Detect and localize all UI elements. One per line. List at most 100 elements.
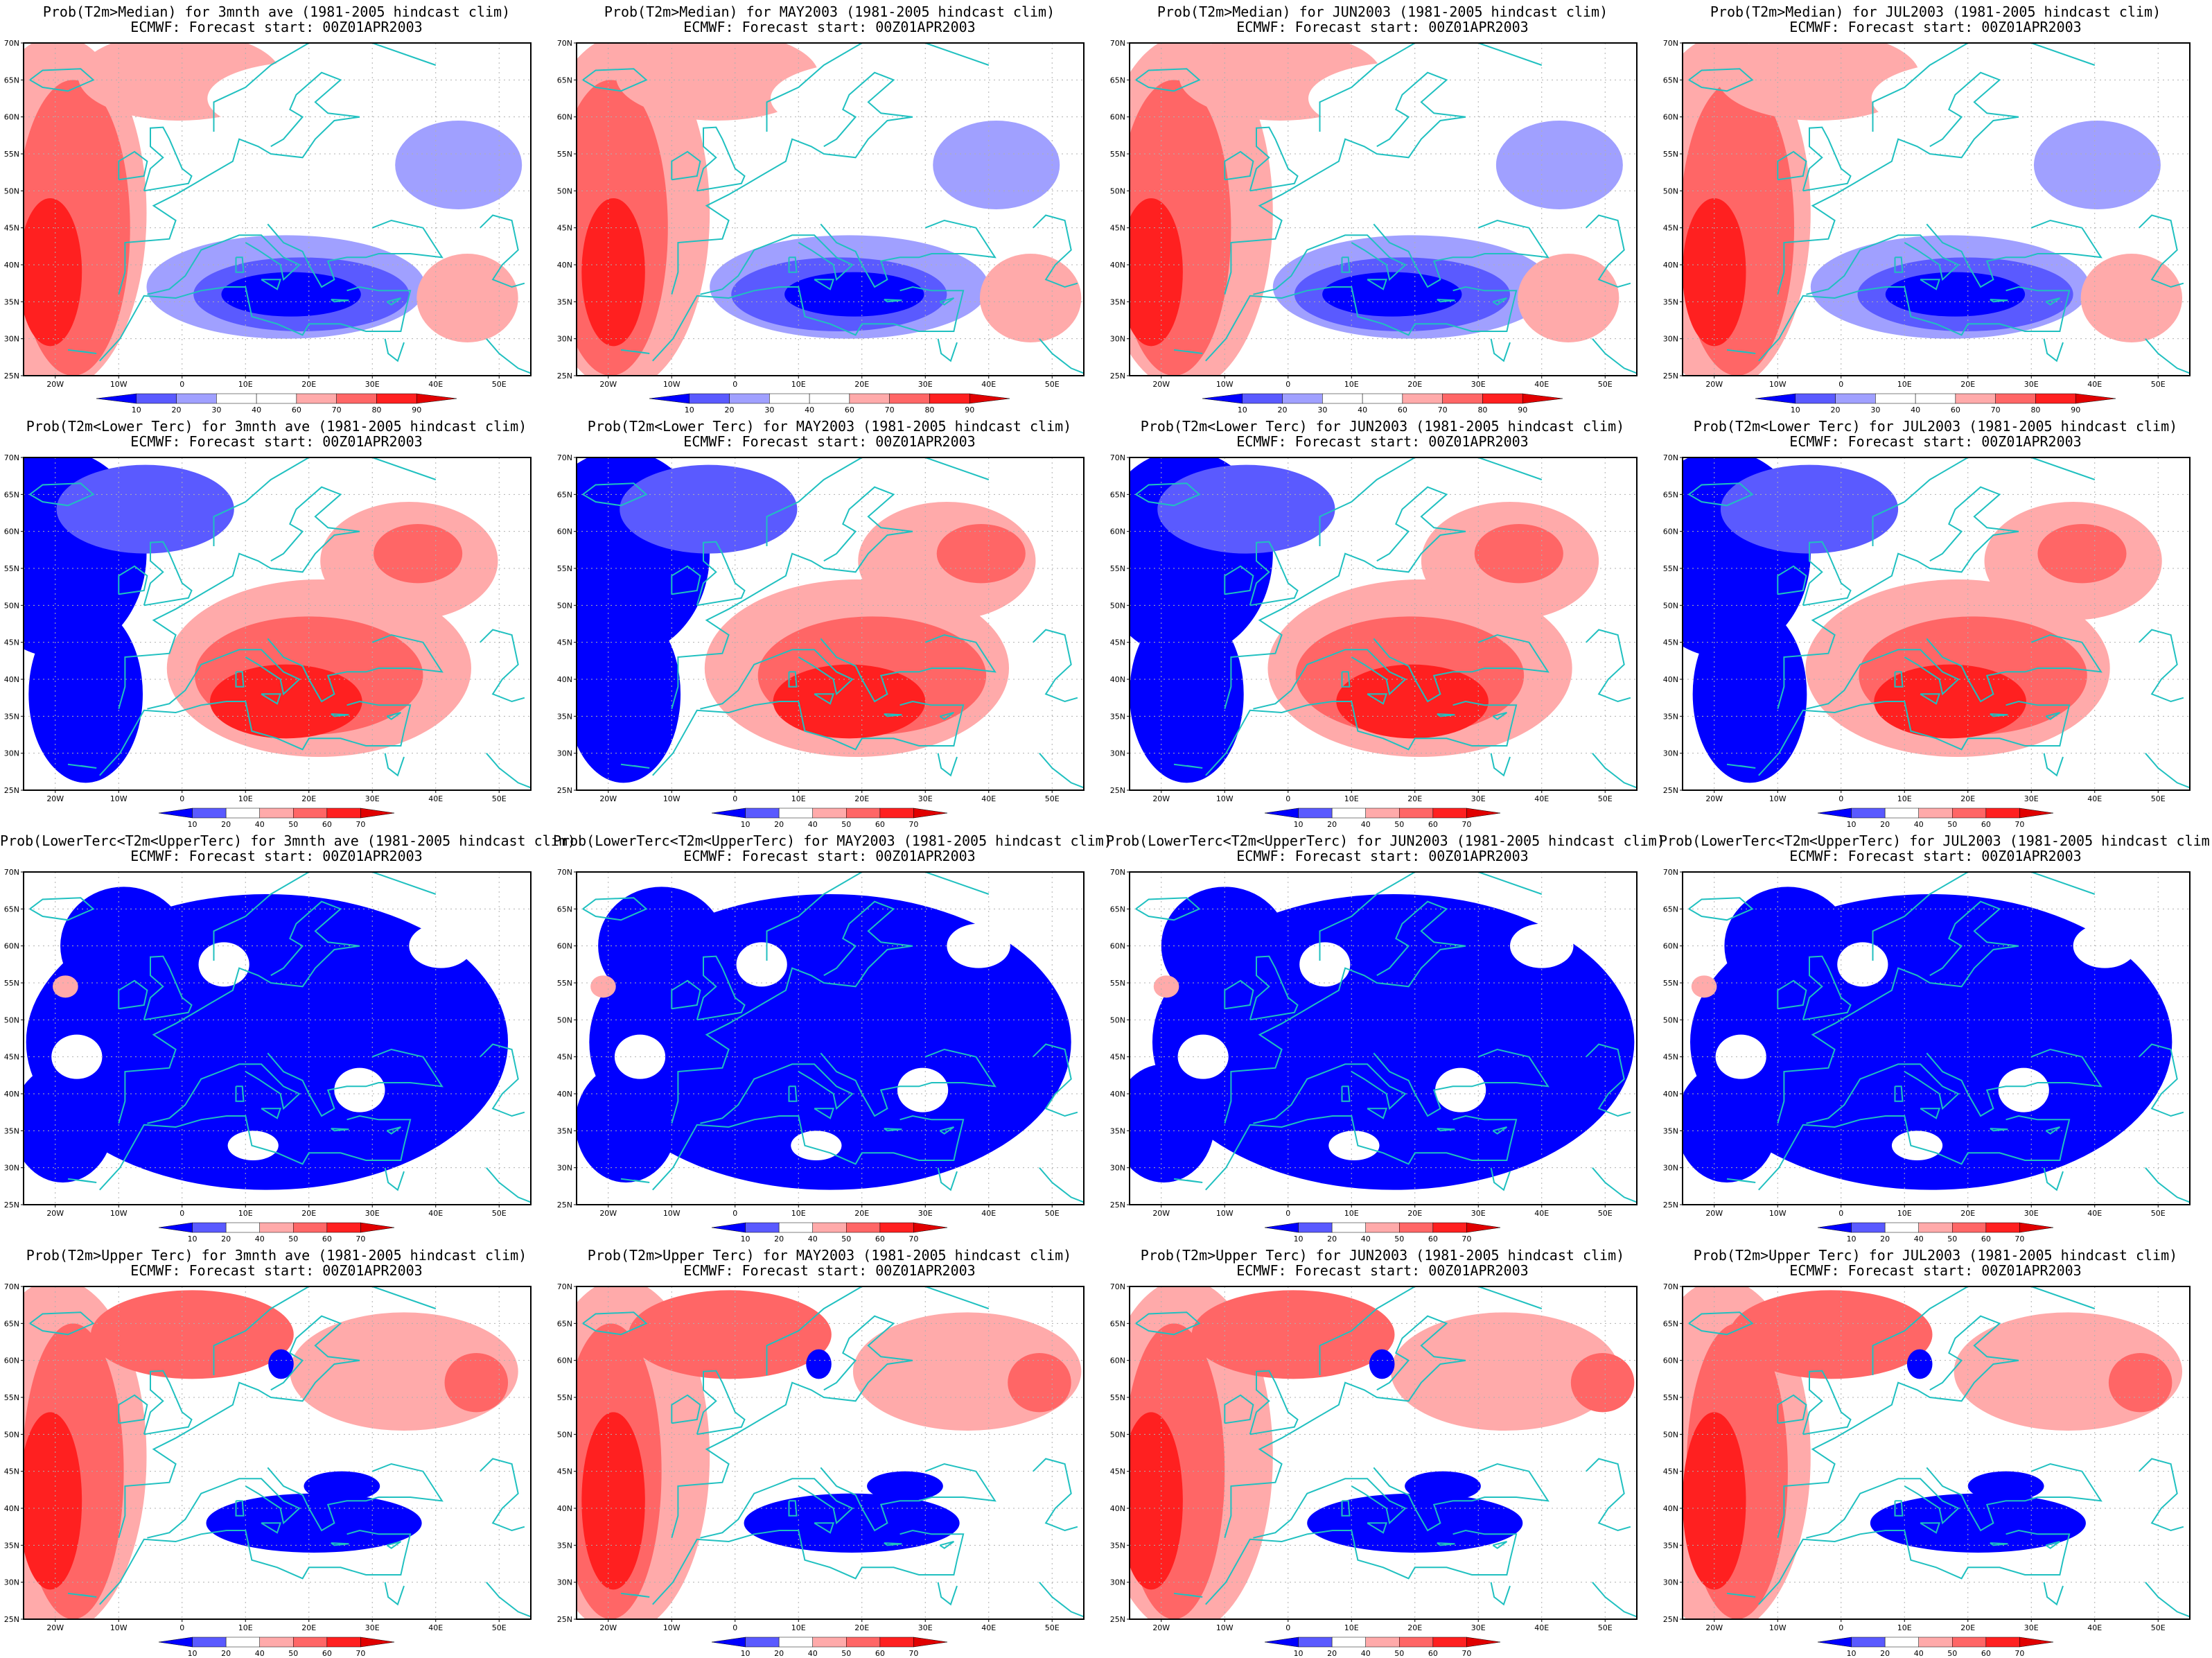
lon-tick-label: 10E <box>238 794 253 803</box>
map-panel: Prob(T2m>Upper Terc) for JUN2003 (1981-2… <box>1106 1244 1659 1658</box>
colorbar-label: 70 <box>356 1649 365 1658</box>
coastline <box>820 1048 997 1117</box>
probability-region <box>51 1034 103 1079</box>
coastline <box>480 629 525 703</box>
coastline <box>1726 349 1756 354</box>
probability-region <box>629 1290 832 1379</box>
lat-tick-label: 30N <box>1110 1164 1125 1173</box>
coastline <box>1492 1126 1507 1135</box>
lon-tick-label: 20W <box>46 794 64 803</box>
panel-title: Prob(T2m>Upper Terc) for MAY2003 (1981-2… <box>587 1247 1072 1264</box>
map-frame <box>576 1286 1085 1620</box>
lat-tick-label: 35N <box>557 297 572 306</box>
colorbar-label: 80 <box>1477 405 1487 414</box>
coastline <box>1777 1315 2019 1538</box>
lat-tick-label: 40N <box>4 1090 19 1099</box>
probability-region <box>24 1412 82 1590</box>
colorbar-segment <box>809 393 850 404</box>
coastline <box>2043 338 2064 363</box>
lat-tick-label: 55N <box>1110 979 1125 988</box>
coastline <box>788 1085 798 1102</box>
colorbar-segment <box>1442 393 1483 404</box>
probability-region <box>933 121 1060 209</box>
colorbar-label: 50 <box>288 1649 298 1658</box>
probability-region <box>744 1493 960 1553</box>
lon-tick-label: 40E <box>1534 1209 1549 1218</box>
coastline <box>1758 286 2071 362</box>
colorbar-label: 10 <box>741 1649 750 1658</box>
lon-tick-label: 20E <box>1960 794 1975 803</box>
probability-region <box>374 524 463 584</box>
colorbar-segment <box>1817 1222 1852 1233</box>
lon-tick-label: 10E <box>1897 794 1912 803</box>
map-plot: 70N 65N 60N 55N 50N 45N 40N 35N 30N 25N 20W 10W 0 10E… <box>1110 453 1638 829</box>
coastline <box>2045 712 2060 720</box>
coastline <box>1802 1370 1852 1436</box>
lat-tick-label: 60N <box>1110 527 1125 536</box>
lat-tick-label: 35N <box>4 1541 19 1550</box>
colorbar-label: 70 <box>356 820 365 829</box>
lat-tick-label: 45N <box>4 1467 19 1476</box>
colorbar-label: 50 <box>288 820 298 829</box>
colorbar-label: 20 <box>774 1649 784 1658</box>
panel-subtitle: ECMWF: Forecast start: 00Z01APR2003 <box>683 433 976 450</box>
coastline <box>2139 1458 2184 1532</box>
colorbar-label: 60 <box>1981 1234 1991 1244</box>
coastline <box>386 297 401 306</box>
probability-region <box>1874 664 2026 739</box>
lat-tick-label: 60N <box>4 1356 19 1365</box>
coastline <box>384 753 405 777</box>
probability-region <box>334 1067 385 1112</box>
lon-tick-label: 20W <box>1152 794 1170 803</box>
coastline <box>143 1370 193 1436</box>
colorbar-label: 60 <box>1398 405 1407 414</box>
probability-region <box>1435 1067 1486 1112</box>
colorbar-segment <box>913 1222 948 1233</box>
lon-tick-label: 10W <box>110 380 128 389</box>
coastline <box>671 486 913 709</box>
colorbar-label: 40 <box>255 1234 265 1244</box>
lon-tick-label: 10E <box>791 794 806 803</box>
coastline <box>1039 1582 1084 1618</box>
coastline <box>267 1048 444 1117</box>
coastline <box>788 1500 798 1517</box>
coastline <box>1492 297 1507 306</box>
coastline <box>1592 753 1637 789</box>
coastline <box>1802 955 1852 1021</box>
panel-subtitle: ECMWF: Forecast start: 00Z01APR2003 <box>1789 1262 2082 1279</box>
lat-tick-label: 40N <box>1663 261 1678 270</box>
coastline <box>582 482 648 507</box>
colorbar-label: 70 <box>1462 1234 1471 1244</box>
lon-tick-label: 10W <box>663 1623 681 1632</box>
panel-title: Prob(LowerTerc<T2m<UpperTerc) for 3mnth … <box>0 832 576 849</box>
coastline <box>1033 214 1078 288</box>
lon-tick-label: 10W <box>1769 1623 1787 1632</box>
lon-tick-label: 30E <box>1471 380 1486 389</box>
lat-tick-label: 30N <box>1663 335 1678 344</box>
coastline <box>671 71 913 295</box>
coastline <box>99 1529 412 1605</box>
colorbar-segment <box>360 808 395 819</box>
lon-tick-label: 20E <box>301 794 316 803</box>
colorbar-segment <box>1851 1637 1886 1648</box>
lat-tick-label: 70N <box>4 39 19 48</box>
map-plot: 70N 65N 60N 55N 50N 45N 40N 35N 30N 25N 20W 10W 0 10E… <box>557 39 1085 414</box>
lat-tick-label: 30N <box>557 335 572 344</box>
probability-region <box>1336 664 1489 739</box>
lat-tick-label: 45N <box>557 1467 572 1476</box>
lat-tick-label: 60N <box>557 1356 572 1365</box>
coastline <box>386 712 401 720</box>
panel-subtitle: ECMWF: Forecast start: 00Z01APR2003 <box>1236 433 1529 450</box>
lon-tick-label: 30E <box>918 1623 933 1632</box>
lon-tick-label: 50E <box>1045 380 1060 389</box>
colorbar-label: 70 <box>2015 820 2024 829</box>
lon-tick-label: 50E <box>492 380 507 389</box>
panel-title: Prob(T2m<Lower Terc) for 3mnth ave (1981… <box>26 418 527 435</box>
lat-tick-label: 25N <box>1663 786 1678 795</box>
lon-tick-label: 20E <box>1407 1623 1422 1632</box>
probability-region <box>620 464 798 554</box>
lon-tick-label: 10E <box>1344 380 1359 389</box>
coastline <box>1806 1478 1960 1539</box>
lat-tick-label: 50N <box>4 601 19 610</box>
lat-tick-label: 35N <box>1663 712 1678 721</box>
